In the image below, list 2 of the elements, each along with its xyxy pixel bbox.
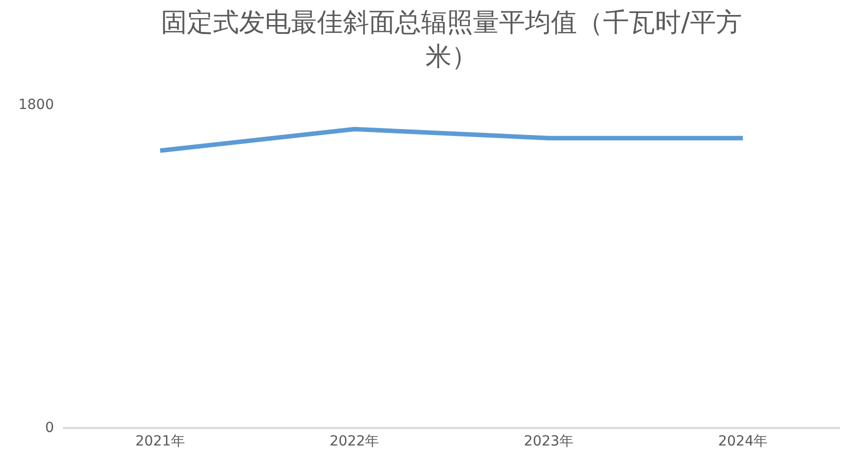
y-tick-label: 1800	[18, 96, 54, 113]
y-tick-label: 0	[45, 420, 54, 436]
